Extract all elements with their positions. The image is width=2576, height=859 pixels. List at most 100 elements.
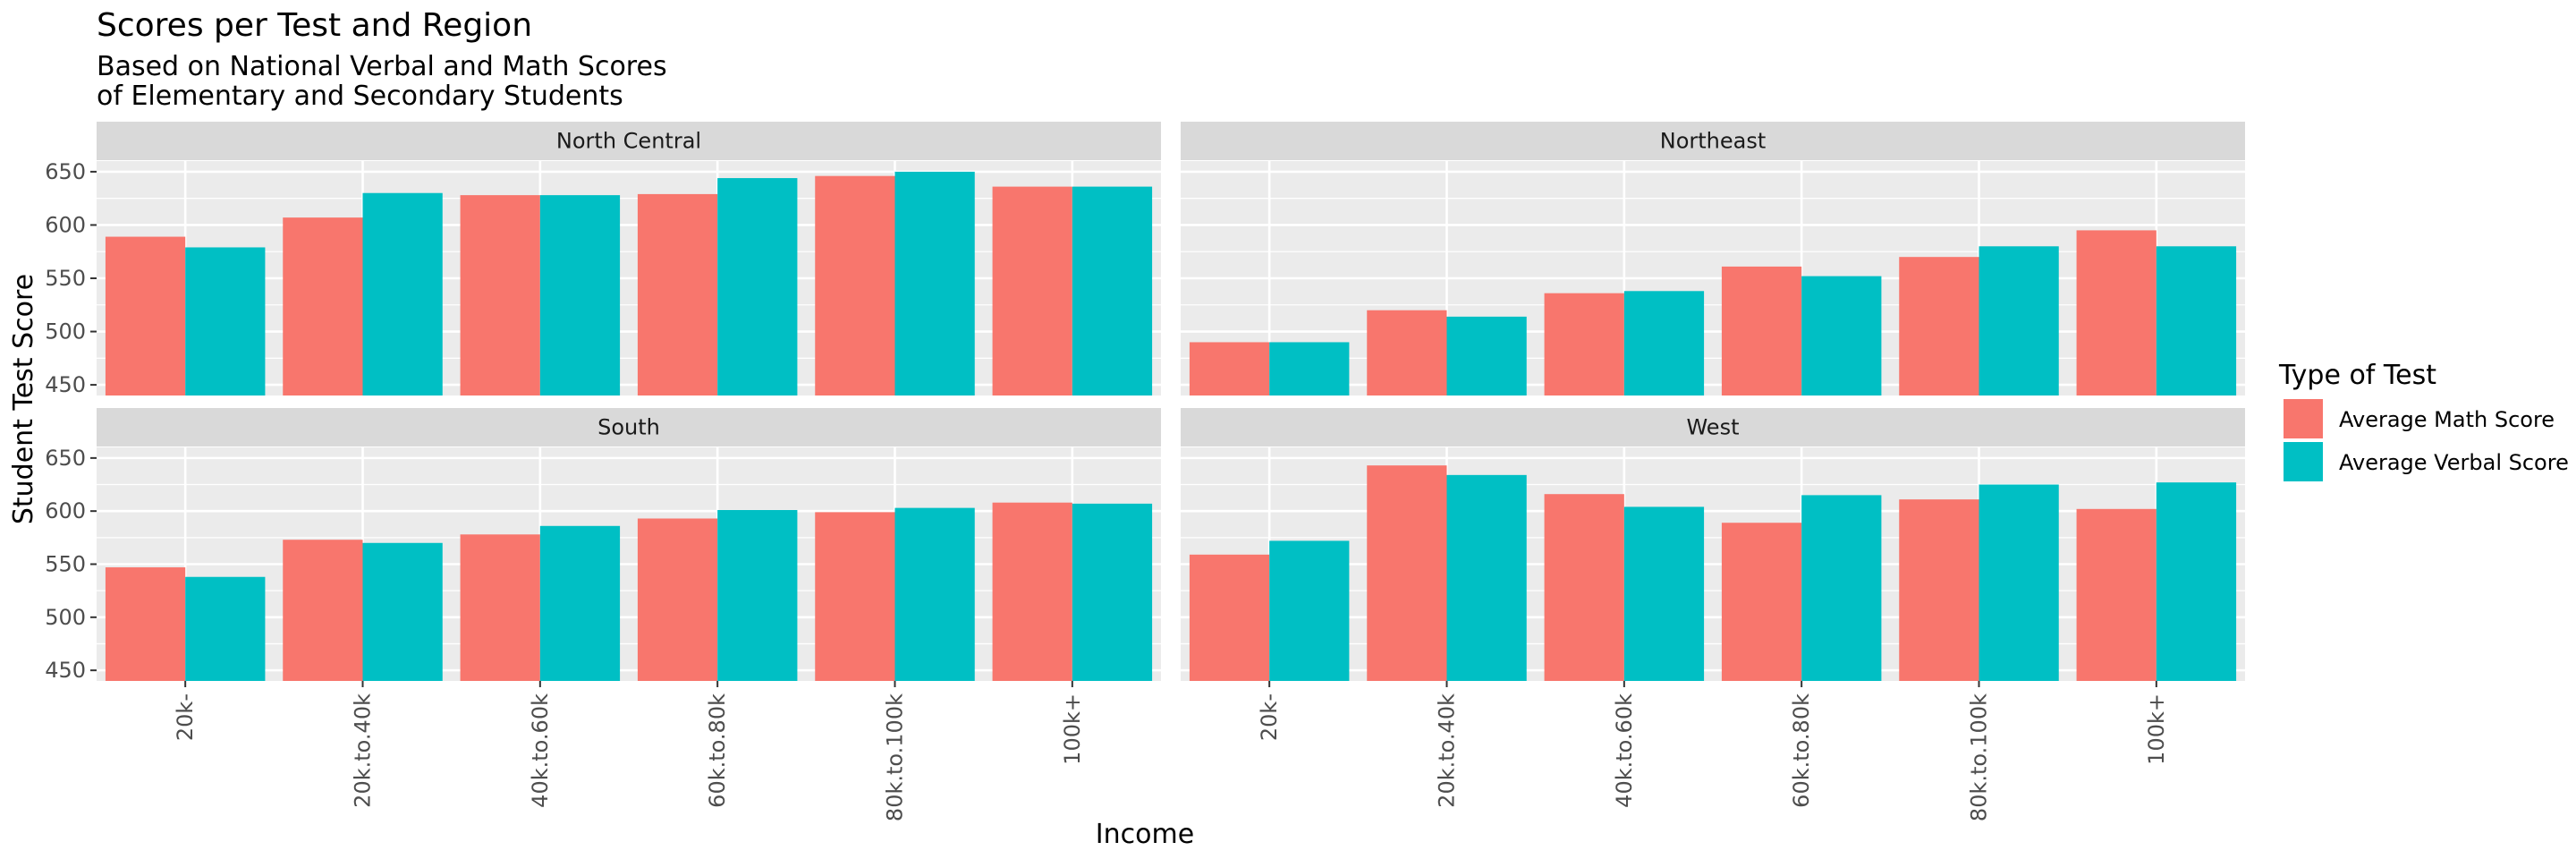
- legend-key-average-math-score: [2284, 399, 2323, 438]
- bar-north-central-40k-to-60k-average-verbal-score: [539, 195, 621, 395]
- chart-subtitle-line-1: Based on National Verbal and Math Scores: [97, 51, 667, 82]
- bar-northeast-80k-to-100k-average-verbal-score: [1979, 246, 2059, 395]
- bar-west-80k-to-100k-average-verbal-score: [1979, 484, 2059, 681]
- bar-north-central-20k-to-40k-average-verbal-score: [362, 192, 443, 395]
- y-axis-north-central: 450 500 550 600 650: [45, 159, 97, 397]
- bar-north-central-20k-average-verbal-score: [185, 247, 266, 395]
- bar-northeast-20k-to-40k-average-math-score: [1367, 310, 1447, 395]
- panel-north-central: North Central: [97, 122, 1161, 395]
- bar-northeast-60k-to-80k-average-verbal-score: [1801, 276, 1882, 395]
- y-tick-label: 550: [45, 266, 86, 291]
- bar-north-central-40k-to-60k-average-math-score: [460, 195, 540, 395]
- bar-north-central-60k-to-80k-average-verbal-score: [717, 178, 798, 395]
- chart-title: Scores per Test and Region: [97, 7, 532, 44]
- bar-north-central-100k-average-verbal-score: [1072, 186, 1153, 395]
- bar-northeast-80k-to-100k-average-math-score: [1899, 257, 1979, 395]
- x-tick-label-40k-to-60k: 40k.to.60k: [1612, 693, 1637, 808]
- y-tick-label: 600: [45, 498, 86, 523]
- bar-south-100k-average-verbal-score: [1072, 503, 1153, 681]
- facet-strip-west: [1181, 408, 2245, 447]
- facet-label-north-central: North Central: [556, 129, 701, 154]
- y-tick-label: 500: [45, 319, 86, 344]
- y-tick-label: 650: [45, 446, 86, 471]
- bar-northeast-60k-to-80k-average-math-score: [1721, 266, 1802, 395]
- bar-north-central-20k-average-math-score: [105, 236, 186, 395]
- facet-panels: North Central Northeast South West: [97, 122, 2245, 681]
- bar-west-60k-to-80k-average-verbal-score: [1801, 495, 1882, 681]
- x-tick-label-100k: 100k+: [2144, 693, 2169, 765]
- bar-north-central-80k-to-100k-average-verbal-score: [894, 171, 975, 395]
- legend-label-average-verbal-score: Average Verbal Score: [2339, 450, 2569, 475]
- y-tick-label: 650: [45, 159, 86, 184]
- y-tick-label: 450: [45, 372, 86, 397]
- facet-strip-north-central: [97, 122, 1161, 160]
- y-tick-label: 600: [45, 212, 86, 237]
- x-tick-label-20k: 20k-: [173, 693, 198, 741]
- bar-west-20k-to-40k-average-verbal-score: [1446, 474, 1527, 681]
- bar-north-central-60k-to-80k-average-math-score: [637, 193, 718, 395]
- bar-south-100k-average-math-score: [992, 502, 1072, 681]
- bar-north-central-100k-average-math-score: [992, 186, 1072, 395]
- x-tick-label-80k-to-100k: 80k.to.100k: [1967, 693, 1992, 821]
- legend-title: Type of Test: [2278, 360, 2436, 391]
- x-tick-label-60k-to-80k: 60k.to.80k: [705, 693, 730, 808]
- bar-west-100k-average-math-score: [2076, 508, 2157, 681]
- x-axis-title: Income: [1096, 819, 1194, 850]
- bar-northeast-40k-to-60k-average-math-score: [1544, 293, 1624, 395]
- bar-south-20k-to-40k-average-verbal-score: [362, 542, 443, 681]
- bar-northeast-100k-average-math-score: [2076, 230, 2157, 395]
- bar-south-20k-average-verbal-score: [185, 576, 266, 681]
- bar-south-60k-to-80k-average-verbal-score: [717, 509, 798, 681]
- y-axis-title: Student Test Score: [8, 274, 39, 524]
- bar-north-central-80k-to-100k-average-math-score: [815, 175, 895, 395]
- y-axis-south: 450 500 550 600 650: [45, 446, 97, 683]
- x-tick-label-20k-to-40k: 20k.to.40k: [351, 693, 376, 808]
- bar-west-100k-average-verbal-score: [2156, 482, 2237, 681]
- legend: Type of Test Average Math Score Average V…: [2278, 360, 2569, 481]
- x-tick-label-20k-to-40k: 20k.to.40k: [1435, 693, 1460, 808]
- facet-label-south: South: [597, 415, 660, 440]
- x-axes: 20k- 20k.to.40k 40k.to.60k 60k.to.80k 80k.to…: [173, 681, 2169, 821]
- bar-south-80k-to-100k-average-verbal-score: [894, 507, 975, 681]
- bar-northeast-20k-average-math-score: [1189, 342, 1270, 395]
- legend-label-average-math-score: Average Math Score: [2339, 407, 2555, 432]
- bar-south-40k-to-60k-average-verbal-score: [539, 525, 621, 681]
- bar-northeast-100k-average-verbal-score: [2156, 246, 2237, 395]
- bar-northeast-20k-average-verbal-score: [1269, 342, 1350, 395]
- bar-south-40k-to-60k-average-math-score: [460, 534, 540, 681]
- bar-south-60k-to-80k-average-math-score: [637, 518, 718, 681]
- panel-northeast: Northeast: [1181, 122, 2245, 395]
- y-tick-label: 500: [45, 605, 86, 630]
- x-axis-west: 20k- 20k.to.40k 40k.to.60k 60k.to.80k 80k.to…: [1257, 681, 2169, 821]
- bar-west-60k-to-80k-average-math-score: [1721, 523, 1802, 681]
- bar-northeast-20k-to-40k-average-verbal-score: [1446, 316, 1527, 395]
- facet-strip-south: [97, 408, 1161, 447]
- bar-west-80k-to-100k-average-math-score: [1899, 499, 1979, 681]
- bar-south-20k-average-math-score: [105, 567, 186, 681]
- bar-northeast-40k-to-60k-average-verbal-score: [1623, 291, 1705, 395]
- x-tick-label-60k-to-80k: 60k.to.80k: [1789, 693, 1814, 808]
- chart-subtitle-line-2: of Elementary and Secondary Students: [97, 81, 623, 112]
- panel-west: West: [1181, 408, 2245, 681]
- facet-strip-northeast: [1181, 122, 2245, 160]
- facet-label-northeast: Northeast: [1660, 129, 1767, 154]
- legend-key-average-verbal-score: [2284, 442, 2323, 481]
- x-tick-label-20k: 20k-: [1257, 693, 1282, 741]
- y-tick-label: 450: [45, 658, 86, 683]
- bar-north-central-20k-to-40k-average-math-score: [283, 217, 363, 395]
- facet-label-west: West: [1686, 415, 1739, 440]
- bar-west-20k-average-math-score: [1189, 554, 1270, 681]
- bar-south-20k-to-40k-average-math-score: [283, 540, 363, 681]
- y-tick-label: 550: [45, 552, 86, 577]
- x-axis-south: 20k- 20k.to.40k 40k.to.60k 60k.to.80k 80k.to…: [173, 681, 1085, 821]
- bar-west-40k-to-60k-average-math-score: [1544, 494, 1624, 681]
- panel-south: South: [97, 408, 1161, 681]
- y-axes: 450 500 550 600 650 450 500 550 600 650: [45, 159, 97, 683]
- x-tick-label-100k: 100k+: [1060, 693, 1085, 765]
- bar-south-80k-to-100k-average-math-score: [815, 512, 895, 681]
- bar-west-20k-average-verbal-score: [1269, 540, 1350, 681]
- x-tick-label-80k-to-100k: 80k.to.100k: [883, 693, 908, 821]
- x-tick-label-40k-to-60k: 40k.to.60k: [528, 693, 553, 808]
- bar-west-40k-to-60k-average-verbal-score: [1623, 506, 1705, 681]
